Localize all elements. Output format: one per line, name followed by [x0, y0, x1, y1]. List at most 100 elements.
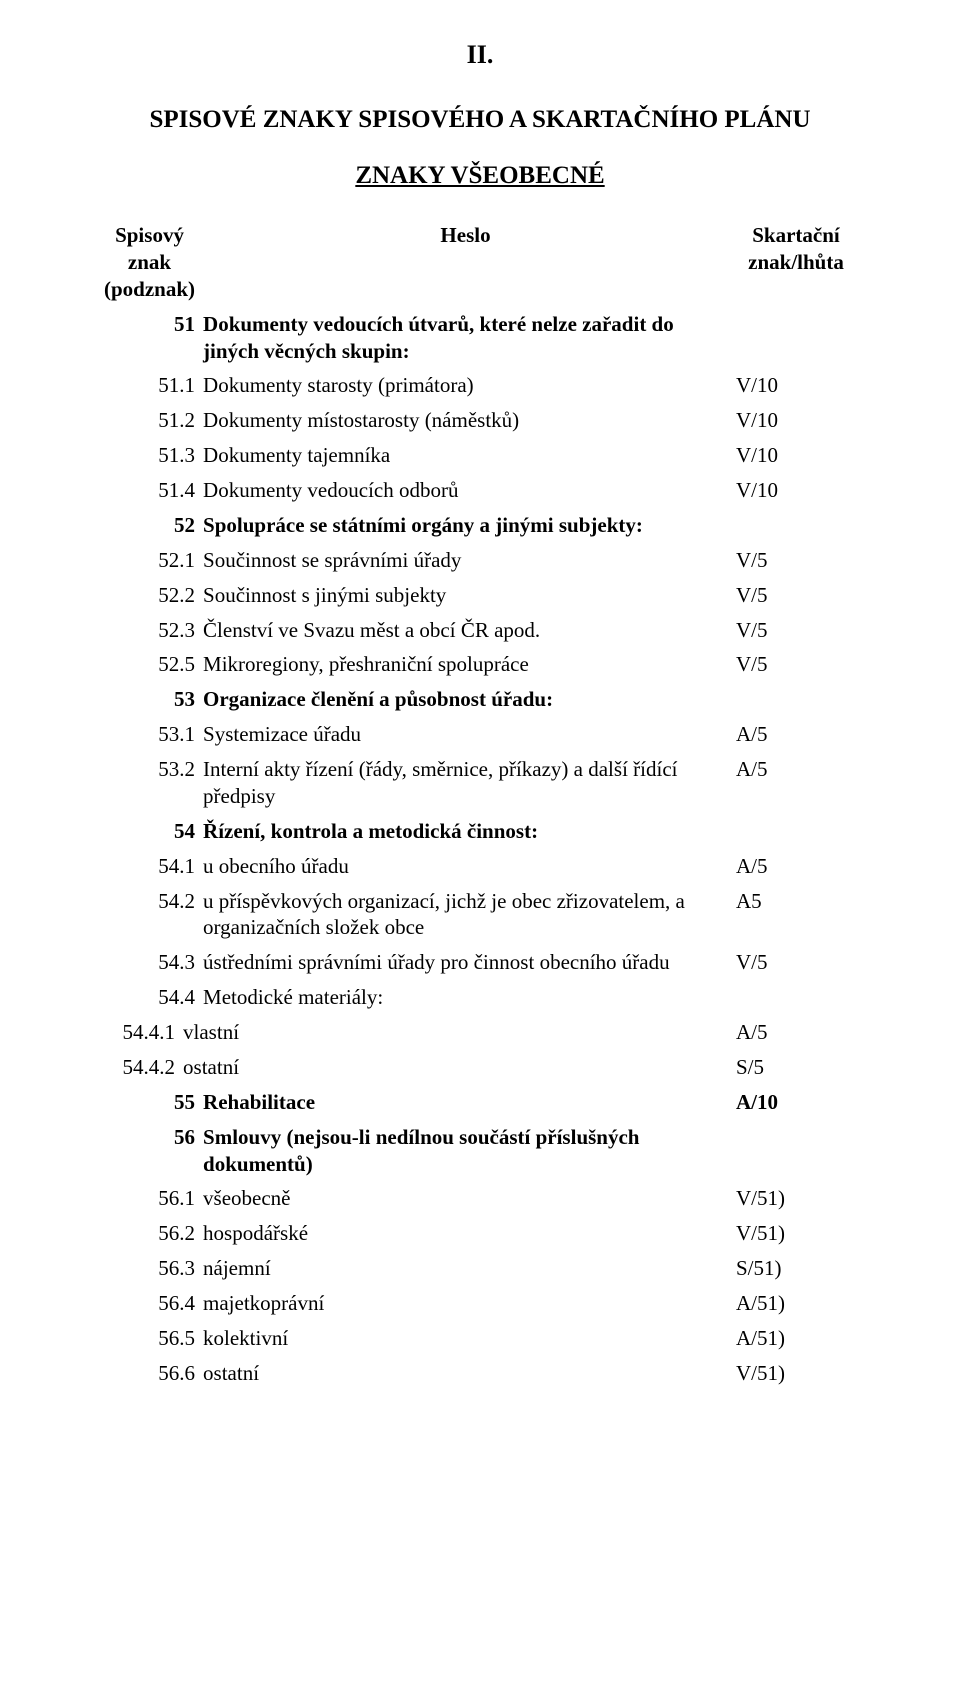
row-value: V/5 [732, 578, 860, 613]
table-row: 56.6ostatníV/51) [100, 1356, 860, 1391]
row-text: vlastní [179, 1015, 712, 1050]
row-value: A/5 [732, 1015, 860, 1050]
table-row: 52.1Součinnost se správními úřadyV/5 [100, 543, 860, 578]
row-text-content: Dokumenty vedoucích útvarů, které nelze … [203, 312, 674, 363]
row-text: Součinnost s jinými subjekty [199, 578, 732, 613]
table-row: 52.5Mikroregiony, přeshraniční spoluprác… [100, 647, 860, 682]
table-row: 52.3Členství ve Svazu měst a obcí ČR apo… [100, 613, 860, 648]
table-row: 56.5 kolektivní A/51) [100, 1321, 860, 1356]
table-row: 51 Dokumenty vedoucích útvarů, které nelz… [100, 307, 860, 369]
row-value-text: V/5 [736, 583, 768, 607]
row-text-content: vlastní [183, 1020, 239, 1044]
row-code: 52 [100, 508, 199, 543]
row-code-text: 56.5 [158, 1326, 195, 1350]
row-value: A/51) [732, 1286, 860, 1321]
row-code-text: 54.4.2 [123, 1055, 176, 1079]
table-row: 54.3 ústředními správními úřady pro činno… [100, 945, 860, 980]
row-text: Dokumenty tajemníka [199, 438, 732, 473]
row-value: V/10 [732, 473, 860, 508]
row-code: 53.2 [100, 752, 199, 814]
row-value-text: A/51) [736, 1326, 785, 1350]
row-value: V/51) [732, 1216, 860, 1251]
row-code-text: 56.2 [158, 1221, 195, 1245]
row-value: V/5 [732, 613, 860, 648]
row-value-text: A/5 [736, 1020, 768, 1044]
header-val-line2: znak/lhůta [748, 250, 844, 274]
row-code-text: 56.4 [158, 1291, 195, 1315]
row-text-content: Organizace členění a působnost úřadu: [203, 687, 553, 711]
row-text: Smlouvy (nejsou-li nedílnou součástí pří… [199, 1120, 732, 1182]
table-row: 56Smlouvy (nejsou-li nedílnou součástí p… [100, 1120, 860, 1182]
row-text-content: ústředními správními úřady pro činnost o… [203, 950, 670, 974]
row-value: V/10 [732, 368, 860, 403]
row-code-text: 54 [174, 819, 195, 843]
row-code-text: 56.1 [158, 1186, 195, 1210]
row-code-text: 56.3 [158, 1256, 195, 1280]
row-code-text: 55 [174, 1090, 195, 1114]
row-text: Dokumenty místostarosty (náměstků) [199, 403, 732, 438]
row-value-text: A/5 [736, 722, 768, 746]
document-table: Spisový znak (podznak) Heslo Skartační z… [100, 218, 860, 1391]
row-code: 54.2 [100, 884, 199, 946]
table-row: 53.2Interní akty řízení (řády, směrnice,… [100, 752, 860, 814]
row-text-content: Dokumenty místostarosty (náměstků) [203, 408, 519, 432]
row-value: V/5 [732, 945, 860, 980]
header-code-line2: znak [128, 250, 171, 274]
row-text-content: majetkoprávní [203, 1291, 324, 1315]
header-val: Skartační znak/lhůta [732, 218, 860, 307]
row-code-text: 52 [174, 513, 195, 537]
row-text: nájemní [199, 1251, 732, 1286]
row-text-content: kolektivní [203, 1326, 288, 1350]
subsection-title: ZNAKY VŠEOBECNÉ [100, 162, 860, 190]
row-code-text: 54.2 [158, 889, 195, 913]
row-text: Dokumenty vedoucích odborů [199, 473, 732, 508]
page-title: II. [100, 40, 860, 70]
row-code: 56.1 [100, 1181, 199, 1216]
row-text-content: Součinnost s jinými subjekty [203, 583, 446, 607]
table-row: 54.4.1 vlastní A/5 [100, 1015, 860, 1050]
row-value-text: A/5 [736, 757, 768, 781]
row-code-text: 54.3 [158, 950, 195, 974]
row-code: 51.1 [100, 368, 199, 403]
row-value-text: V/51) [736, 1221, 785, 1245]
row-code: 54.4 [100, 980, 199, 1015]
row-value: S/5 [732, 1050, 860, 1085]
row-code-text: 51 [174, 312, 195, 336]
row-code: 56.6 [100, 1356, 199, 1391]
row-code-text: 56.6 [158, 1361, 195, 1385]
row-value: A/5 [732, 752, 860, 814]
row-code-text: 54.1 [158, 854, 195, 878]
row-code: 55 [100, 1085, 199, 1120]
row-code: 54.3 [100, 945, 199, 980]
row-text-content: Dokumenty starosty (primátora) [203, 373, 474, 397]
row-text: kolektivní [199, 1321, 732, 1356]
row-text: Metodické materiály: [199, 980, 732, 1015]
row-text: ostatní [199, 1356, 732, 1391]
table-row: 51.4Dokumenty vedoucích odborůV/10 [100, 473, 860, 508]
table-row: 53Organizace členění a působnost úřadu: [100, 682, 860, 717]
row-text: ostatní [179, 1050, 712, 1085]
row-code: 56.2 [100, 1216, 199, 1251]
row-value-text: A5 [736, 889, 762, 913]
row-value-text: V/51) [736, 1186, 785, 1210]
row-text-content: Mikroregiony, přeshraniční spolupráce [203, 652, 529, 676]
row-text-content: nájemní [203, 1256, 271, 1280]
row-text: Dokumenty starosty (primátora) [199, 368, 732, 403]
row-value-text: V/5 [736, 652, 768, 676]
row-code-text: 54.4.1 [123, 1020, 176, 1044]
row-value: V/5 [732, 647, 860, 682]
row-value: A/51) [732, 1321, 860, 1356]
table-row: 54.4Metodické materiály: [100, 980, 860, 1015]
row-code: 54.4.2 [80, 1050, 179, 1085]
row-code-text: 51.2 [158, 408, 195, 432]
row-text-content: Součinnost se správními úřady [203, 548, 461, 572]
row-text-content: Dokumenty vedoucích odborů [203, 478, 458, 502]
table-row: 56.4 majetkoprávní A/51) [100, 1286, 860, 1321]
row-value-text: V/5 [736, 950, 768, 974]
row-text-content: Smlouvy (nejsou-li nedílnou součástí pří… [203, 1125, 639, 1176]
row-value-text: V/10 [736, 443, 778, 467]
table-row: 51.1Dokumenty starosty (primátora) V/10 [100, 368, 860, 403]
row-code: 54.4.1 [80, 1015, 179, 1050]
row-value [732, 814, 860, 849]
row-value-text: V/10 [736, 373, 778, 397]
